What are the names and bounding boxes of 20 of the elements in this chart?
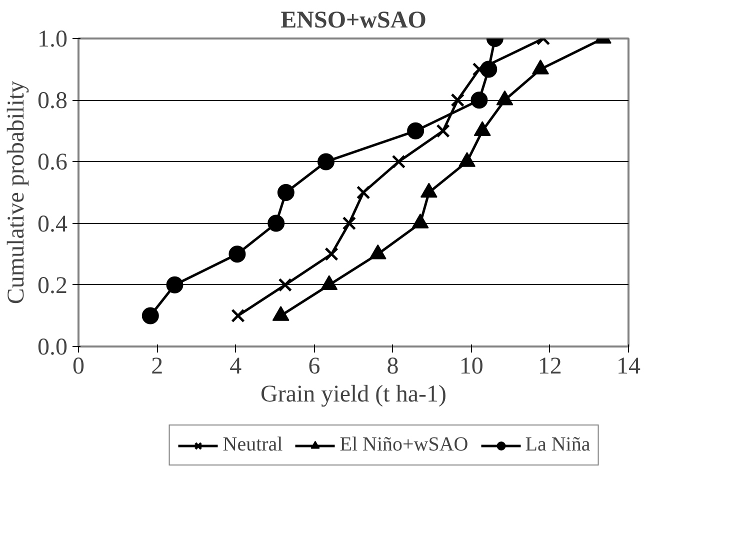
y-axis-title: Cumulative probability <box>4 80 30 304</box>
y-tick-label: 0.8 <box>38 88 68 114</box>
x-tick-label: 12 <box>538 354 562 380</box>
y-tick-label: 0.0 <box>38 334 68 360</box>
x-tick-label: 14 <box>616 354 640 380</box>
x-tick-label: 6 <box>308 354 320 380</box>
x-axis-title: Grain yield (t ha-1) <box>260 382 446 408</box>
y-tick-label: 0.6 <box>38 150 68 176</box>
x-tick-label: 4 <box>230 354 242 380</box>
legend-label: Neutral <box>222 434 283 456</box>
legend-label: El Niño+wSAO <box>340 434 468 456</box>
legend-label: La Niña <box>525 434 590 456</box>
x-tick-label: 2 <box>151 354 164 380</box>
y-tick-label: 0.2 <box>38 272 68 299</box>
x-tick-label: 0 <box>72 354 84 380</box>
x-tick-label: 8 <box>386 354 399 380</box>
y-tick-label: 0.4 <box>38 211 68 238</box>
chart-title: ENSO+wSAO <box>280 8 426 34</box>
y-tick-label: 1.0 <box>38 26 68 52</box>
x-tick-label: 10 <box>459 354 484 380</box>
